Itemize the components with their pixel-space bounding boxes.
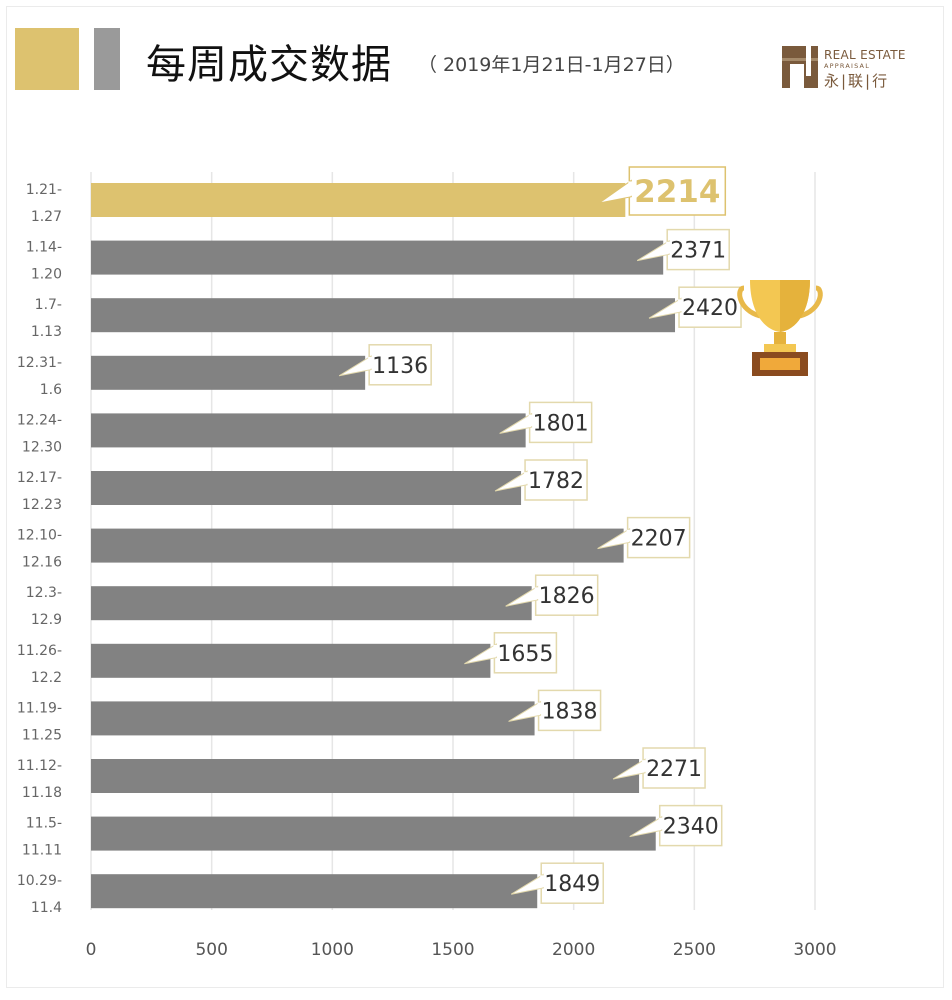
x-tick-label: 500 [195,940,227,960]
x-tick-label: 2500 [673,940,716,960]
bar [91,356,365,390]
bar [91,817,656,851]
data-label: 2207 [631,527,687,552]
bar [91,701,535,735]
data-label: 1801 [533,411,589,436]
bar [91,759,639,793]
category-label-end: 11.18 [22,785,62,801]
category-label-start: 11.12- [17,758,62,774]
data-label: 2271 [646,757,702,782]
category-label-end: 11.4 [31,900,62,916]
x-tick-label: 1500 [431,940,474,960]
category-label-start: 12.17- [17,470,62,486]
category-label-end: 12.23 [22,497,62,513]
bar [91,529,624,563]
category-label-end: 1.13 [31,324,62,340]
data-label: 1136 [372,354,428,379]
category-label-start: 11.19- [17,700,62,716]
category-label-start: 1.7- [35,297,62,313]
category-label-end: 1.27 [31,209,62,225]
bar [91,586,532,620]
category-label-end: 11.11 [22,843,62,859]
data-label: 2340 [663,815,719,840]
category-label-end: 12.16 [22,555,62,571]
bar-highlight [91,183,625,217]
x-tick-label: 3000 [793,940,836,960]
data-label-pointer-join [628,181,632,195]
x-tick-label: 0 [86,940,97,960]
category-label-end: 11.25 [22,727,62,743]
category-label-start: 1.14- [26,240,62,256]
category-label-end: 12.9 [31,612,62,628]
category-label-start: 12.31- [17,355,62,371]
trophy-icon [740,280,821,376]
bar [91,413,526,447]
category-label-start: 12.10- [17,528,62,544]
bar [91,644,490,678]
data-label: 2371 [670,239,726,264]
bar [91,241,663,275]
data-label: 1826 [539,584,595,609]
category-label-start: 11.5- [26,816,62,832]
data-label: 1849 [544,872,600,897]
bar [91,471,521,505]
data-label: 1782 [528,469,584,494]
bar [91,298,675,332]
data-label: 2420 [682,296,738,321]
data-label: 2214 [634,174,720,210]
bar [91,874,537,908]
category-label-start: 1.21- [26,182,62,198]
data-label: 1655 [497,642,553,667]
category-label-start: 11.26- [17,643,62,659]
category-label-end: 12.30 [22,439,62,455]
data-label: 1838 [542,699,598,724]
x-tick-label: 2000 [552,940,595,960]
category-label-start: 10.29- [17,873,62,889]
category-label-end: 1.20 [31,267,62,283]
category-label-start: 12.3- [26,585,62,601]
category-label-end: 1.6 [40,382,62,398]
category-label-start: 12.24- [17,412,62,428]
x-tick-label: 1000 [311,940,354,960]
category-label-end: 12.2 [31,670,62,686]
